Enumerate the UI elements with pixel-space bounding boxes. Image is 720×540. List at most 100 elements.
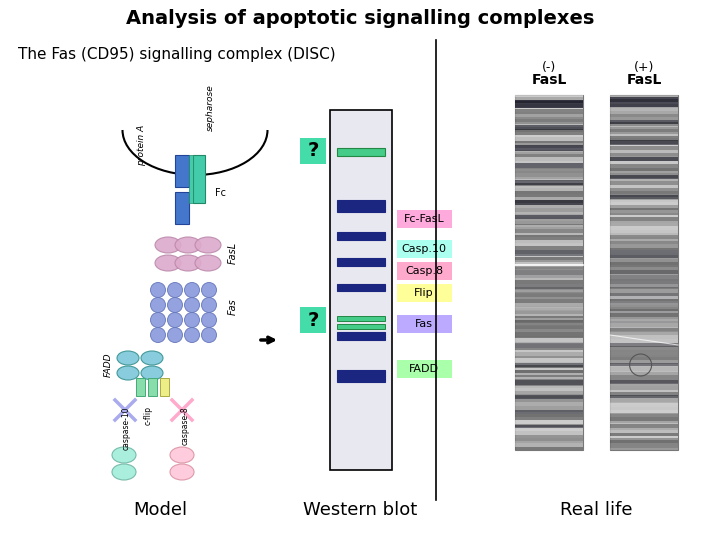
Bar [515, 171, 583, 173]
Ellipse shape [117, 351, 139, 365]
Ellipse shape [175, 255, 201, 271]
Bar [515, 154, 583, 157]
Bar [515, 181, 583, 183]
Bar [610, 293, 678, 305]
Bar [610, 191, 678, 194]
Bar [610, 221, 678, 223]
Bar [515, 373, 583, 375]
Bar [610, 332, 678, 335]
Bar [515, 227, 583, 229]
Bar [610, 150, 678, 153]
Bar [515, 167, 583, 170]
Bar [610, 279, 678, 281]
Bar [610, 402, 678, 403]
Bar [515, 112, 583, 114]
Bar [515, 186, 583, 188]
Bar [515, 270, 583, 290]
Bar [515, 316, 583, 318]
Bar [515, 329, 583, 332]
Bar [515, 413, 583, 414]
Bar [515, 205, 583, 208]
Bar [515, 200, 583, 203]
Circle shape [184, 282, 199, 298]
Bar [515, 132, 583, 135]
Bar [515, 200, 583, 205]
Bar [515, 311, 583, 314]
Bar [610, 213, 678, 215]
Bar [610, 95, 678, 99]
Bar [515, 435, 583, 437]
Bar [515, 261, 583, 265]
Bar [515, 338, 583, 342]
Text: FasL: FasL [228, 242, 238, 264]
Bar [610, 132, 678, 134]
Bar [515, 318, 583, 320]
Text: ?: ? [307, 310, 319, 329]
Bar [610, 99, 678, 102]
Bar [610, 343, 678, 346]
Bar [610, 250, 678, 258]
Bar [515, 135, 583, 137]
Text: Model: Model [133, 501, 187, 519]
Bar [610, 309, 678, 310]
Circle shape [184, 327, 199, 342]
Bar [610, 343, 678, 347]
Bar [610, 226, 678, 230]
Bar [515, 284, 583, 287]
Bar [610, 271, 678, 274]
Bar [610, 370, 678, 372]
Bar [148, 378, 157, 396]
Bar [610, 328, 678, 332]
Text: The Fas (CD95) signalling complex (DISC): The Fas (CD95) signalling complex (DISC) [18, 48, 336, 63]
Bar [610, 367, 678, 370]
Bar [515, 380, 583, 382]
Bar [515, 157, 583, 161]
Bar [515, 109, 583, 112]
Text: Analysis of apoptotic signalling complexes: Analysis of apoptotic signalling complex… [126, 9, 594, 28]
Circle shape [168, 282, 182, 298]
Bar [515, 229, 583, 233]
Bar [515, 145, 583, 151]
Bar [610, 323, 678, 327]
Bar [610, 161, 678, 164]
Bar [610, 288, 678, 293]
Bar [515, 431, 583, 435]
Bar [610, 430, 678, 433]
Text: Fas: Fas [228, 299, 238, 315]
Bar [610, 380, 678, 384]
Text: Real life: Real life [560, 501, 633, 519]
Bar [610, 414, 678, 417]
Bar [515, 326, 583, 329]
Bar [515, 399, 583, 402]
Bar [610, 205, 678, 208]
Bar [515, 194, 583, 197]
Ellipse shape [112, 447, 136, 463]
Bar [515, 350, 583, 352]
Bar [610, 197, 678, 200]
Bar [610, 259, 678, 261]
Bar [610, 284, 678, 287]
Bar [610, 138, 678, 141]
Bar [337, 332, 385, 340]
Bar [515, 265, 583, 267]
Bar [610, 436, 678, 438]
Bar [610, 305, 678, 309]
Bar [515, 293, 583, 307]
Bar [515, 395, 583, 399]
Bar [515, 441, 583, 443]
Bar [515, 165, 583, 167]
Bar [610, 352, 678, 355]
Bar [515, 375, 583, 376]
Bar [515, 137, 583, 141]
Bar [610, 275, 678, 279]
Bar [515, 344, 583, 348]
Bar [610, 421, 678, 423]
Bar [610, 317, 678, 319]
Bar [610, 245, 678, 248]
Bar [610, 239, 678, 241]
Bar [610, 97, 678, 107]
Circle shape [202, 313, 217, 327]
Bar [515, 240, 583, 244]
Bar [610, 167, 678, 171]
Bar [610, 433, 678, 436]
